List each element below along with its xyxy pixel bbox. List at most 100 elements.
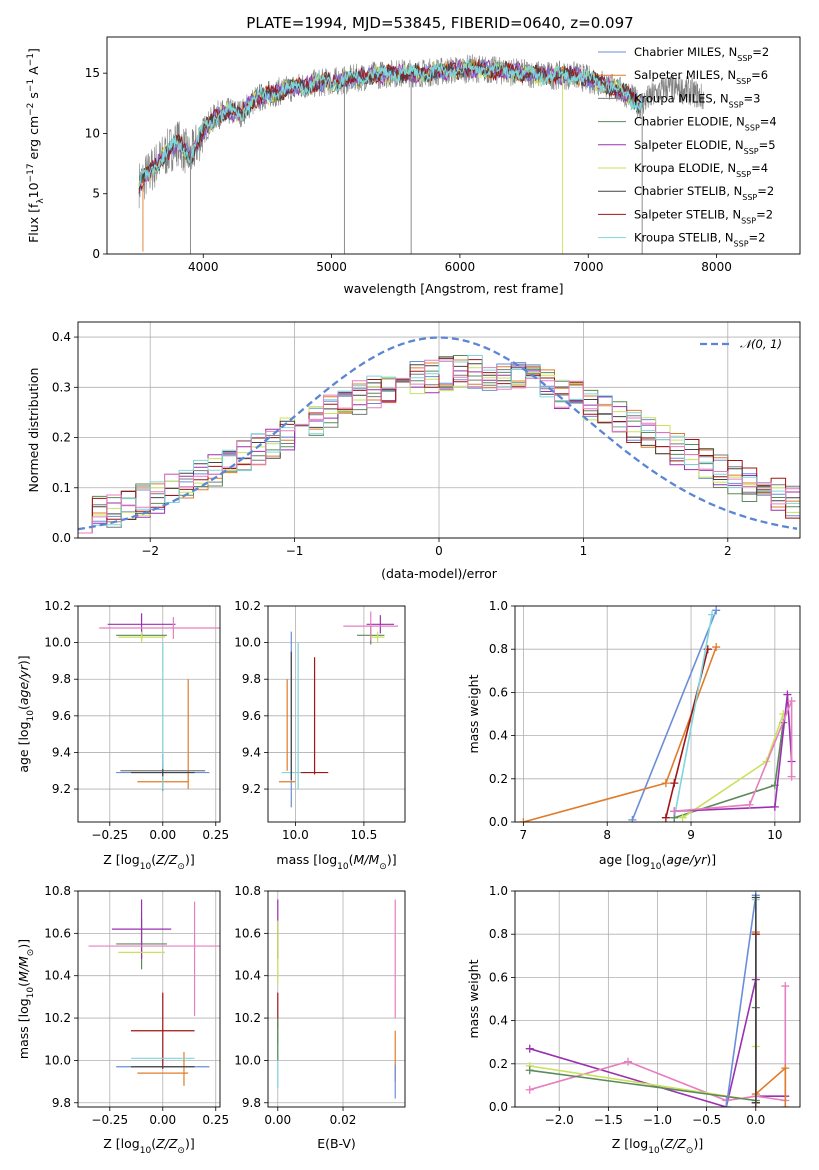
chart-title: PLATE=1994, MJD=53845, FIBERID=0640, z=0… [246, 14, 633, 32]
x-tick-label: 5000 [316, 260, 347, 274]
label-part: −17 [26, 163, 36, 182]
x-tick-label: 8 [603, 828, 611, 842]
x-axis-label: mass [log10(M/M⊙)] [276, 852, 396, 872]
x-tick-label: 0.25 [202, 1113, 229, 1127]
legend-sub: SSP [737, 54, 752, 63]
label-part: )] [693, 1136, 703, 1151]
legend-sub: SSP [742, 193, 757, 202]
histogram-step [78, 359, 800, 534]
legend-suffix: =2 [756, 207, 773, 221]
label-part: 10 [337, 862, 349, 872]
label-part: 10 [26, 987, 36, 999]
label-part: Normed distribution [26, 368, 41, 493]
x-tick-label: 0 [435, 544, 443, 558]
label-part: 10 [648, 1146, 660, 1156]
x-tick-label: −0.5 [692, 1113, 721, 1127]
plus-marker [670, 807, 679, 816]
x-tick-label: 10 [767, 828, 782, 842]
y-tick-label: 0.0 [489, 1100, 508, 1114]
label-part: mass [log [16, 998, 31, 1059]
label-part: ] [26, 48, 41, 53]
label-part: )] [16, 655, 31, 665]
label-part: wavelength [Angstrom, rest frame] [343, 281, 563, 296]
legend-entry: Salpeter ELODIE, NSSP=5 [634, 138, 776, 156]
mass-weight-line [529, 1007, 757, 1102]
plus-marker [525, 1085, 534, 1094]
legend-sub: SSP [729, 100, 744, 109]
label-part: ( [16, 982, 31, 987]
plus-marker [712, 606, 721, 615]
y-tick-label: 0.0 [52, 531, 71, 545]
plus-marker [751, 1098, 760, 1107]
y-tick-label: 10.0 [234, 636, 261, 650]
legend-suffix: =2 [757, 184, 774, 198]
label-part: mass weight [466, 674, 481, 753]
label-part: ⊙ [177, 862, 185, 872]
mass-weight-line [673, 614, 713, 818]
x-tick-label: −1 [286, 544, 304, 558]
y-tick-label: 0.1 [52, 481, 71, 495]
plot-area [525, 891, 790, 1107]
legend-suffix: =4 [751, 161, 768, 175]
legend-sub: SSP [734, 239, 749, 248]
legend-entry: Salpeter MILES, NSSP=6 [634, 68, 768, 86]
legend-entry: Kroupa STELIB, NSSP=2 [634, 231, 765, 249]
label-part: ( [661, 852, 666, 867]
plus-marker [787, 772, 796, 781]
y-tick-label: 9.8 [52, 672, 71, 686]
plus-marker [525, 1066, 534, 1075]
label-part: 10 [26, 710, 36, 722]
legend-suffix: =2 [749, 231, 766, 245]
x-tick-label: −0.25 [91, 1113, 128, 1127]
mass-weight-line [755, 932, 787, 1107]
label-part: 10 [26, 182, 41, 198]
x-tick-label: −1.0 [643, 1113, 672, 1127]
legend-suffix: =4 [760, 115, 777, 129]
panel-age-vs-mass: 10.0 10.5 9.2 9.4 9.6 9.8 10.0 10.2 mass [log10(… [234, 599, 406, 872]
label-part: age [log [599, 852, 650, 867]
x-tick-label: 4000 [188, 260, 219, 274]
x-axis-label: Z [log10(Z/Z⊙)] [103, 1136, 194, 1156]
legend-entry: Chabrier MILES, NSSP=2 [634, 45, 769, 63]
y-tick-label: 0.2 [52, 431, 71, 445]
label-part: s [26, 92, 41, 103]
plus-marker [670, 779, 679, 788]
plus-marker [745, 800, 754, 809]
label-part: ( [660, 1136, 665, 1151]
plus-marker [787, 697, 796, 706]
x-axis-label: wavelength [Angstrom, rest frame] [343, 281, 563, 296]
y-tick-label: 5 [92, 187, 100, 201]
axes-frame [514, 890, 801, 1108]
plus-marker [678, 813, 687, 822]
y-tick-label: 9.8 [242, 672, 261, 686]
label-part: (data-model)/error [381, 566, 498, 581]
legend-suffix: =3 [744, 91, 761, 105]
label-part: age/yr [16, 664, 31, 705]
label-part: Z [log [103, 852, 139, 867]
axes-frame [267, 605, 406, 823]
y-tick-label: 10.2 [234, 1011, 261, 1025]
y-axis-label: Normed distribution [26, 368, 41, 493]
x-tick-label: 9 [687, 828, 695, 842]
y-tick-label: 0.4 [52, 330, 71, 344]
plus-marker [624, 1057, 633, 1066]
axes-frame [77, 605, 221, 823]
axes-frame [77, 890, 221, 1108]
label-part: )] [706, 852, 716, 867]
label-part: E(B-V) [317, 1136, 356, 1151]
x-tick-label: 7 [520, 828, 528, 842]
label-part: ( [151, 852, 156, 867]
plot-area [277, 899, 396, 1099]
label-part: age/yr [666, 852, 707, 867]
y-tick-label: 0.3 [52, 380, 71, 394]
plot-area [138, 54, 705, 254]
label-part: )] [185, 1136, 195, 1151]
label-part: Z/Z [664, 1136, 687, 1151]
legend-entry: Kroupa ELODIE, NSSP=4 [634, 161, 768, 179]
x-tick-label: −2 [141, 544, 159, 558]
axes-frame [106, 36, 801, 255]
panel-spectrum: 4000 5000 6000 7000 8000 0 5 10 15 Chabrier MILES… [26, 36, 801, 296]
y-tick-label: 10.2 [44, 1011, 71, 1025]
y-tick-label: 10.4 [44, 969, 71, 983]
